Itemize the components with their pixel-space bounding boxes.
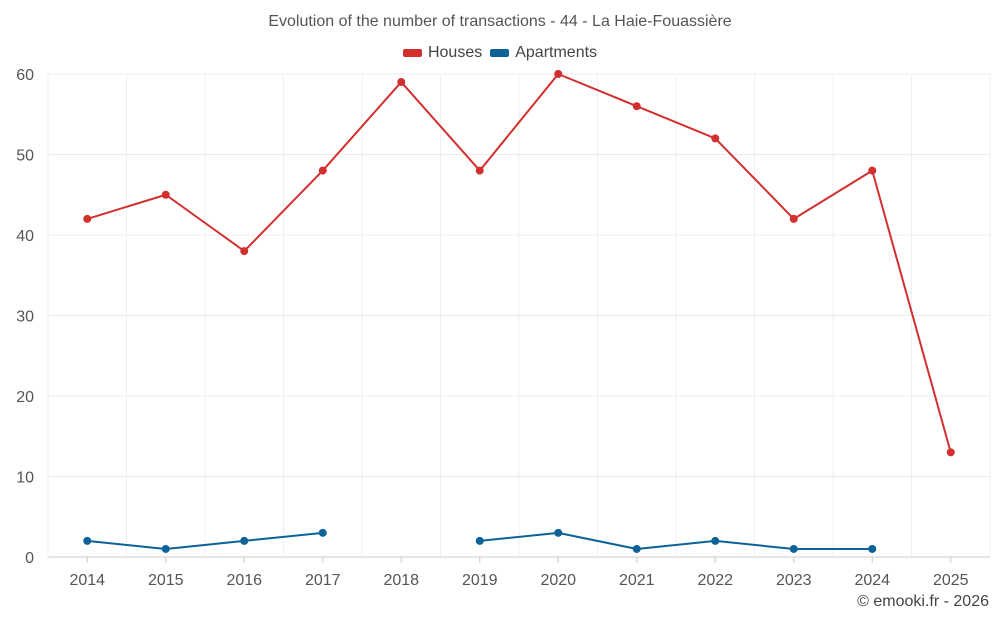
data-point-apartments-2023[interactable]: [789, 544, 798, 553]
data-point-apartments-2014[interactable]: [83, 536, 92, 545]
x-tick-label-2023: 2023: [776, 572, 812, 589]
x-tick-label-2018: 2018: [383, 572, 419, 589]
x-tick-label-2014: 2014: [69, 572, 105, 589]
x-tick-label-2024: 2024: [854, 572, 890, 589]
y-tick-label-20: 20: [16, 389, 34, 406]
y-tick-label-40: 40: [16, 228, 34, 245]
y-tick-label-60: 60: [16, 67, 34, 84]
x-tick-label-2021: 2021: [619, 572, 655, 589]
data-point-apartments-2020[interactable]: [554, 528, 563, 537]
series-line-apartments-0: [87, 531, 323, 550]
data-point-houses-2022[interactable]: [711, 134, 720, 143]
data-point-houses-2014[interactable]: [83, 214, 92, 223]
data-point-houses-2020[interactable]: [554, 70, 563, 78]
data-point-houses-2015[interactable]: [161, 190, 170, 199]
data-point-houses-2021[interactable]: [632, 102, 641, 111]
x-tick-label-2019: 2019: [462, 572, 498, 589]
data-point-houses-2024[interactable]: [868, 166, 877, 175]
legend-item-houses[interactable]: Houses: [402, 44, 483, 62]
data-point-apartments-2016[interactable]: [240, 536, 249, 545]
data-point-apartments-2015[interactable]: [161, 544, 170, 553]
legend-item-apartments[interactable]: Apartments: [490, 44, 597, 62]
chart-title: Evolution of the number of transactions …: [268, 13, 732, 30]
series-line-houses-0: [86, 73, 952, 453]
x-tick-label-2016: 2016: [226, 572, 262, 589]
x-tick-label-2020: 2020: [540, 572, 576, 589]
data-point-apartments-2019[interactable]: [475, 536, 484, 545]
credit-text: © emooki.fr - 2026: [857, 593, 989, 610]
data-point-apartments-2024[interactable]: [868, 544, 877, 553]
y-tick-label-10: 10: [16, 470, 34, 487]
data-point-houses-2019[interactable]: [475, 166, 484, 175]
legend-swatch-houses: [402, 49, 422, 57]
data-point-apartments-2022[interactable]: [711, 536, 720, 545]
y-tick-label-0: 0: [25, 550, 34, 567]
x-tick-label-2015: 2015: [148, 572, 184, 589]
data-point-apartments-2017[interactable]: [318, 528, 327, 537]
data-point-houses-2016[interactable]: [240, 247, 249, 256]
legend-swatch-apartments: [490, 49, 510, 57]
y-tick-label-50: 50: [16, 148, 34, 165]
x-tick-label-2022: 2022: [697, 572, 733, 589]
legend: Houses Apartments: [0, 44, 1000, 62]
data-point-houses-2023[interactable]: [789, 214, 798, 223]
series-line-apartments-1: [479, 531, 873, 550]
y-tick-label-30: 30: [16, 309, 34, 326]
legend-label-houses: Houses: [427, 44, 483, 61]
data-point-houses-2018[interactable]: [397, 78, 406, 87]
data-point-houses-2017[interactable]: [318, 166, 327, 175]
data-point-houses-2025[interactable]: [946, 448, 955, 457]
data-point-apartments-2021[interactable]: [632, 544, 641, 553]
x-tick-label-2025: 2025: [933, 572, 969, 589]
legend-label-apartments: Apartments: [515, 44, 598, 61]
x-tick-label-2017: 2017: [305, 572, 341, 589]
